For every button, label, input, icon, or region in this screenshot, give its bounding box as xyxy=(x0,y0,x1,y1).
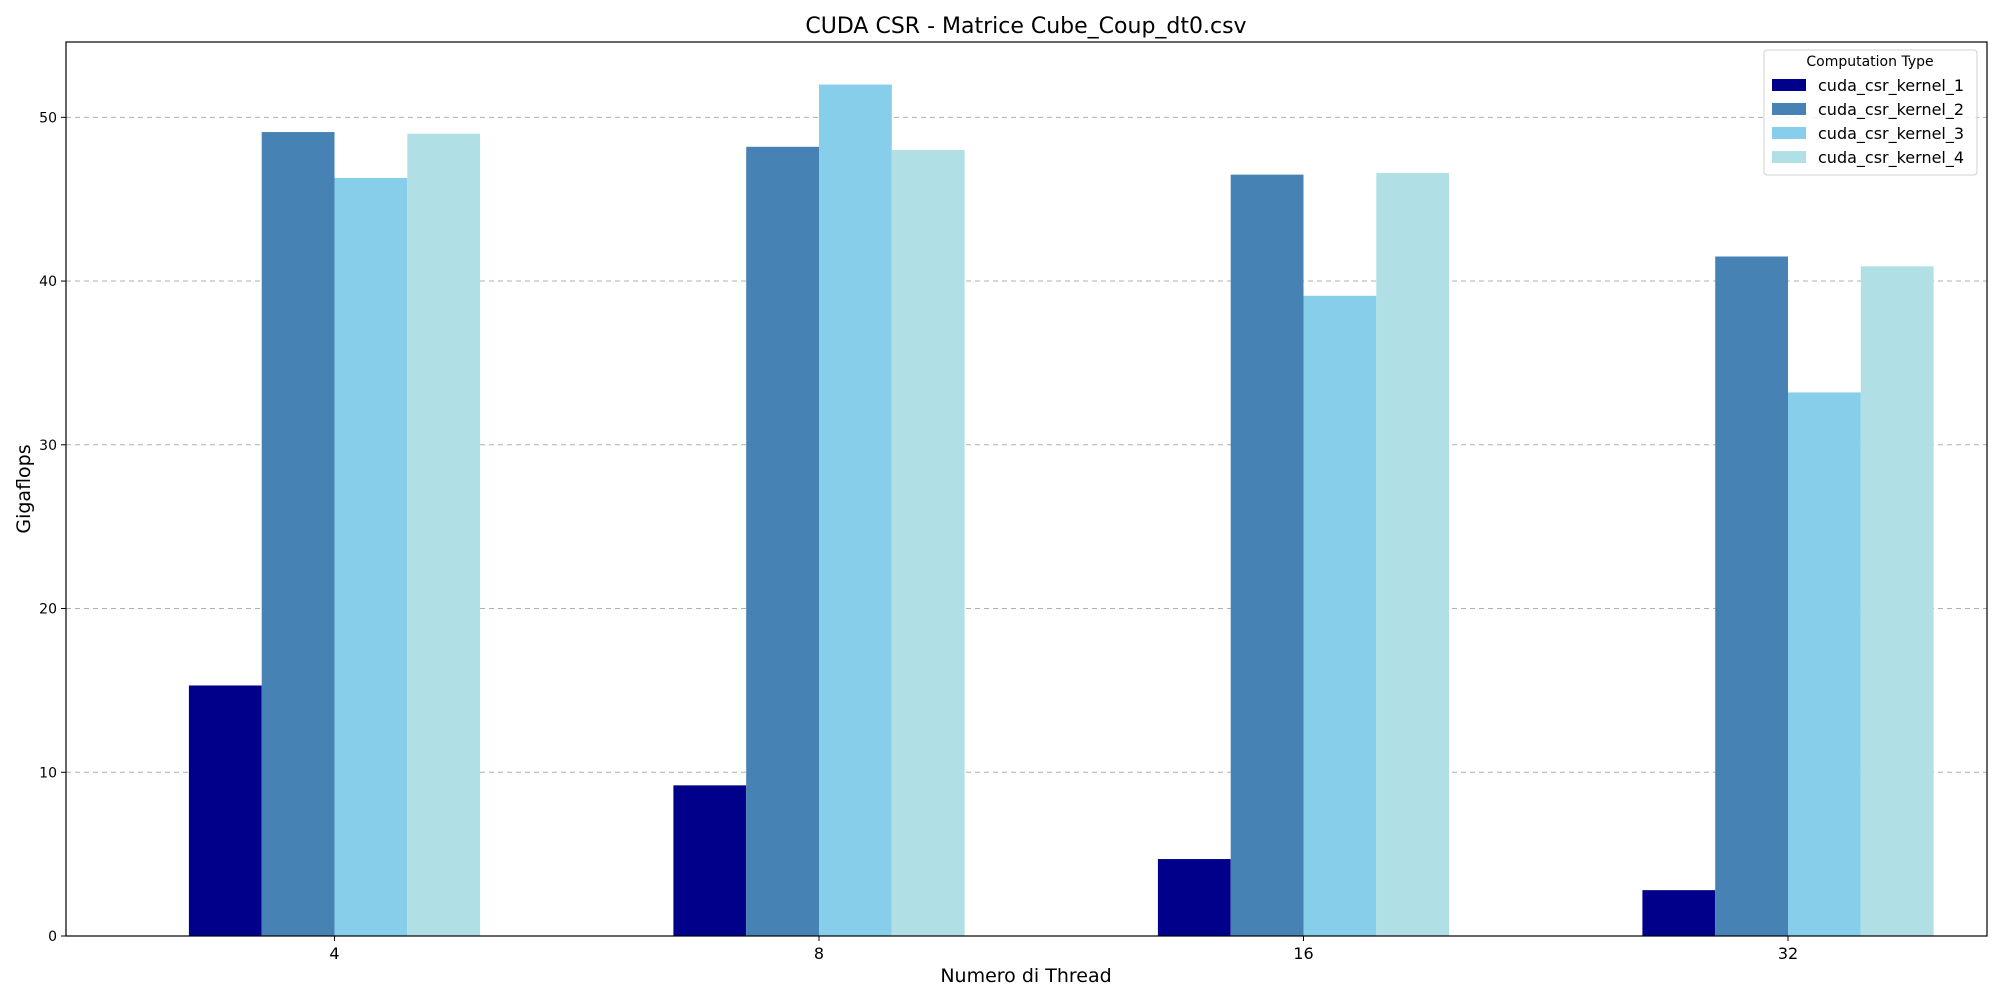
category-group-4 xyxy=(188,132,481,937)
bar-cuda_csr_kernel_4-16 xyxy=(1376,172,1450,936)
bar-cuda_csr_kernel_1-4 xyxy=(188,685,262,936)
bar-cuda_csr_kernel_3-32 xyxy=(1788,392,1861,936)
legend-swatch xyxy=(1772,127,1806,139)
x-tick-label: 8 xyxy=(814,944,824,963)
bar-cuda_csr_kernel_4-8 xyxy=(891,150,965,937)
x-axis-label: Numero di Thread xyxy=(940,965,1111,987)
bar-cuda_csr_kernel_1-8 xyxy=(673,785,747,936)
category-group-8 xyxy=(673,84,965,937)
legend-swatch xyxy=(1772,103,1806,115)
y-tick-label: 10 xyxy=(39,765,57,781)
legend-label: cuda_csr_kernel_4 xyxy=(1818,148,1964,168)
x-axis-ticks: 4 8 16 32 xyxy=(329,936,1798,963)
legend-box xyxy=(1763,49,1978,176)
bar-cuda_csr_kernel_2-16 xyxy=(1230,174,1304,937)
legend-label: cuda_csr_kernel_2 xyxy=(1818,100,1964,120)
y-tick-label: 20 xyxy=(39,602,57,618)
legend-item: cuda_csr_kernel_1 xyxy=(1772,76,1964,96)
legend: Computation Type cuda_csr_kernel_1cuda_c… xyxy=(1763,49,1978,176)
bar-cuda_csr_kernel_3-4 xyxy=(334,177,408,936)
bar-cuda_csr_kernel_4-4 xyxy=(407,133,481,936)
bar-cuda_csr_kernel_2-4 xyxy=(261,132,335,937)
category-group-16 xyxy=(1157,172,1450,937)
x-tick-label: 32 xyxy=(1778,944,1798,963)
plot-frame xyxy=(65,41,1988,937)
legend-item: cuda_csr_kernel_2 xyxy=(1772,100,1964,120)
legend-item: cuda_csr_kernel_3 xyxy=(1772,124,1964,144)
y-tick-label: 0 xyxy=(48,929,57,945)
bars xyxy=(188,84,1934,937)
bar-cuda_csr_kernel_3-16 xyxy=(1303,295,1377,936)
bar-cuda_csr_kernel_1-16 xyxy=(1157,859,1231,936)
legend-label: cuda_csr_kernel_3 xyxy=(1818,124,1964,144)
x-tick-label: 16 xyxy=(1293,944,1313,963)
y-tick-label: 40 xyxy=(39,274,57,290)
bar-cuda_csr_kernel_1-32 xyxy=(1642,890,1716,936)
legend-swatch xyxy=(1772,79,1806,91)
legend-label: cuda_csr_kernel_1 xyxy=(1818,76,1964,96)
chart-title: CUDA CSR - Matrice Cube_Coup_dt0.csv xyxy=(805,14,1246,39)
legend-item: cuda_csr_kernel_4 xyxy=(1772,148,1964,168)
y-tick-label: 50 xyxy=(39,110,57,126)
x-tick-label: 4 xyxy=(329,944,339,963)
bar-cuda_csr_kernel_3-8 xyxy=(819,84,892,937)
legend-items: cuda_csr_kernel_1 cuda_csr_kernel_2 cuda_c… xyxy=(1772,76,1964,168)
legend-title: Computation Type xyxy=(1806,54,1933,70)
legend-swatch xyxy=(1772,151,1806,163)
y-axis-ticks: 0 10 20 30 40 50 xyxy=(39,110,66,945)
y-tick-label: 30 xyxy=(39,438,57,454)
bar-cuda_csr_kernel_2-32 xyxy=(1715,256,1788,936)
y-axis-label: Gigaflops xyxy=(13,444,35,533)
bar-cuda_csr_kernel_2-8 xyxy=(746,146,819,937)
bar-cuda_csr_kernel_4-32 xyxy=(1860,266,1934,936)
category-group-32 xyxy=(1642,256,1934,936)
